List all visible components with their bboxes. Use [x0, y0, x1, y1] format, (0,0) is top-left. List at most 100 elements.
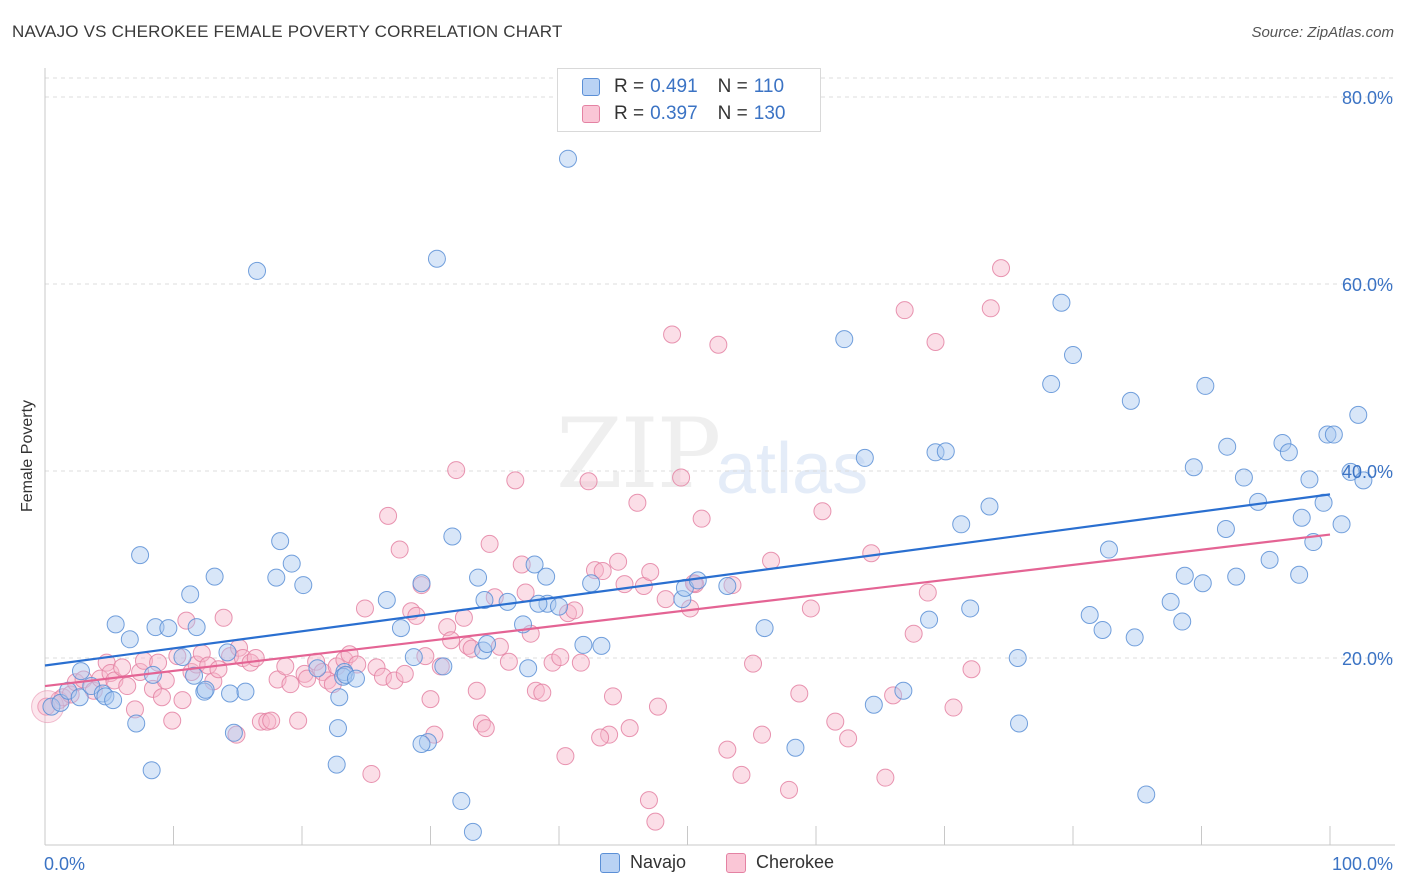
cherokee-point [246, 649, 265, 667]
navajo-point [1184, 458, 1203, 477]
navajo-point [391, 619, 410, 638]
navajo-point [106, 615, 125, 634]
cherokee-point [373, 667, 392, 686]
cherokee-points [31, 259, 1011, 831]
cherokee-point [904, 624, 923, 643]
navajo-point [187, 618, 206, 637]
navajo-point [550, 597, 568, 616]
y-tick-label: 20.0% [1342, 649, 1393, 669]
chart-title: NAVAJO VS CHEROKEE FEMALE POVERTY CORREL… [12, 22, 563, 41]
navajo-point [894, 681, 913, 700]
cherokee-point [454, 608, 473, 627]
cherokee-point [801, 599, 820, 618]
navajo-point [864, 695, 883, 714]
cherokee-point [355, 599, 374, 618]
cherokee-point [421, 690, 440, 709]
navajo-point [1193, 574, 1212, 593]
series-legend: Navajo Cherokee [0, 852, 1406, 876]
navajo-point [478, 634, 497, 653]
navajo-point [1290, 565, 1309, 584]
cherokee-point [512, 555, 531, 574]
navajo-point [1318, 425, 1337, 444]
cherokee-point [876, 768, 895, 787]
cherokee-point [565, 601, 584, 620]
cherokee-point [648, 697, 667, 716]
cherokee-point [526, 681, 545, 700]
cherokee-point [762, 551, 781, 570]
cherokee-point [663, 325, 682, 344]
cherokee-point [571, 653, 590, 672]
navajo-point [1173, 612, 1192, 631]
cherokee-point [672, 468, 691, 487]
legend-item-cherokee[interactable]: Cherokee [726, 852, 834, 873]
cherokee-point [425, 725, 444, 744]
navajo-point [294, 576, 313, 595]
cherokee-point [732, 765, 751, 784]
cherokee-point [385, 671, 404, 690]
navajo-point [412, 735, 431, 754]
watermark-atlas: atlas [716, 429, 869, 509]
cherokee-point [113, 658, 132, 677]
navajo-point [267, 568, 286, 587]
navajo-point [574, 635, 593, 654]
navajo-point [434, 657, 453, 676]
tick-labels: 20.0% 40.0% 60.0% 80.0% 0.0% 100.0% [44, 88, 1393, 874]
navajo-point [1273, 433, 1292, 452]
cherokee-point [992, 259, 1011, 278]
navajo-point [1354, 471, 1373, 490]
navajo-point [1324, 425, 1343, 444]
cherokee-point [262, 711, 281, 730]
navajo-point [529, 594, 548, 613]
cherokee-point [251, 712, 270, 731]
navajo-point [104, 691, 123, 710]
navajo-point [412, 574, 431, 593]
cherokee-point [499, 652, 518, 671]
navajo-point [961, 599, 980, 618]
navajo-point [70, 688, 89, 707]
cherokee-point [641, 562, 660, 581]
cherokee-point [753, 725, 772, 744]
navajo-point [718, 577, 737, 596]
navajo-point [1332, 515, 1351, 534]
x-tick-label: 0.0% [44, 854, 85, 874]
cherokee-point [447, 461, 466, 480]
navajo-point [1341, 462, 1360, 481]
cherokee-point [918, 583, 937, 602]
navajo-point [218, 643, 237, 662]
navajo-point [1196, 376, 1215, 395]
navajo-swatch [582, 78, 600, 96]
watermark-zip: ZIP [556, 398, 721, 510]
navajo-point [835, 330, 854, 349]
r-value: 0.397 [650, 103, 698, 124]
navajo-point [936, 442, 955, 461]
navajo-point [185, 666, 204, 685]
legend-label-cherokee: Cherokee [756, 852, 835, 872]
navajo-point [558, 149, 577, 168]
navajo-point [328, 719, 347, 738]
cherokee-point [744, 654, 763, 673]
cherokee-point [593, 562, 612, 581]
cherokee-point [476, 719, 495, 738]
navajo-point [980, 497, 999, 516]
navajo-point [1099, 540, 1118, 559]
cherokee-point [163, 711, 182, 730]
navajo-point [71, 662, 90, 681]
navajo-point [159, 619, 178, 638]
navajo-point [920, 610, 939, 629]
y-tick-label: 40.0% [1342, 462, 1393, 482]
cherokee-swatch [582, 105, 600, 123]
cherokee-point [620, 719, 639, 738]
cherokee-point [790, 684, 809, 703]
legend-item-navajo[interactable]: Navajo [600, 852, 686, 873]
navajo-point [173, 648, 192, 667]
navajo-point [952, 515, 971, 534]
y-tick-label: 80.0% [1342, 88, 1393, 108]
navajo-point [926, 443, 945, 462]
cherokee-point [281, 675, 300, 694]
cherokee-point [692, 509, 711, 528]
navajo-point [1093, 620, 1112, 639]
navajo-point [1121, 391, 1140, 410]
navajo-point [142, 761, 161, 780]
navajo-point [404, 648, 423, 667]
navajo-point [224, 723, 243, 742]
